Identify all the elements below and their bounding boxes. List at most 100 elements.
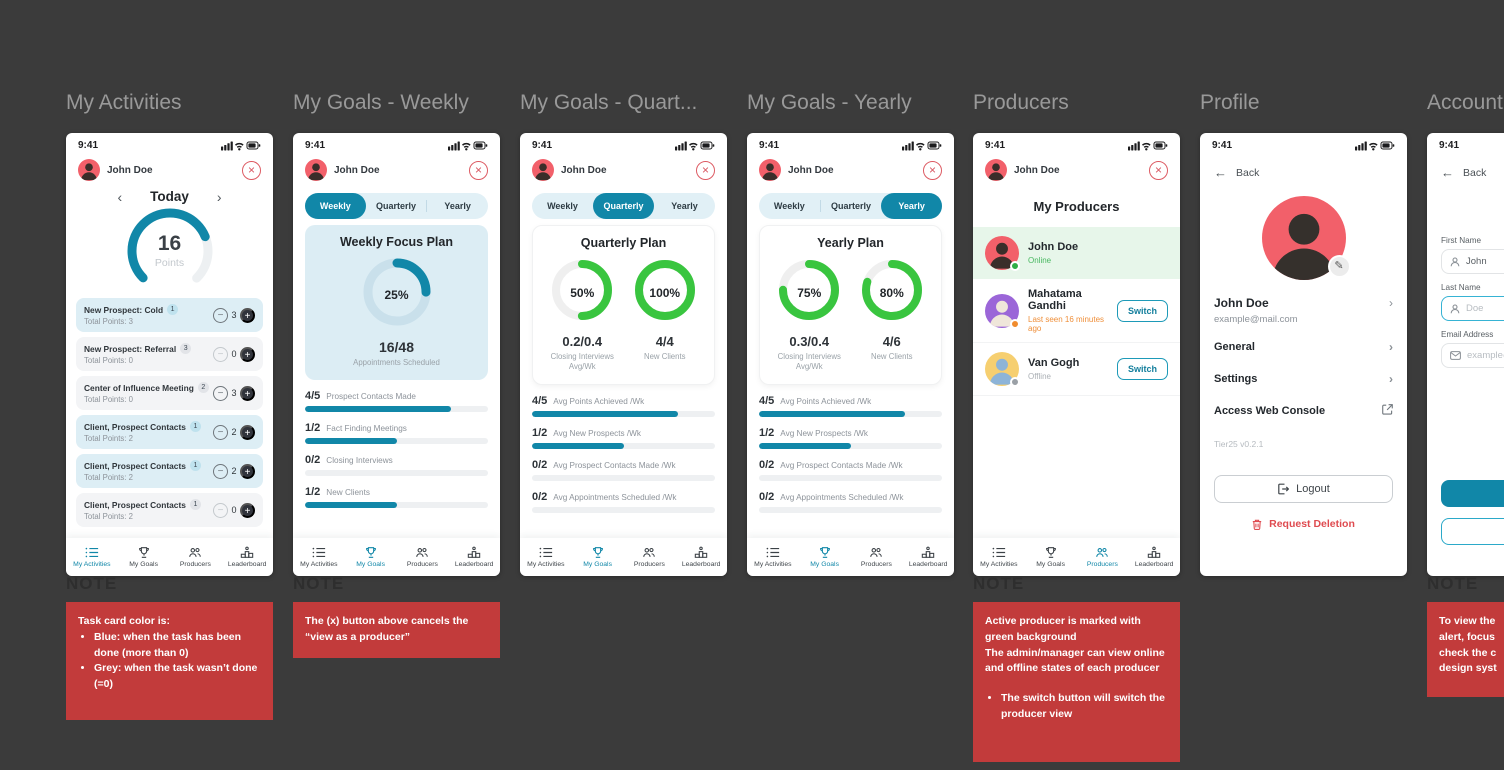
tab-yearly[interactable]: Yearly <box>444 201 471 211</box>
nav-leaderboard[interactable]: Leaderboard <box>902 538 954 576</box>
tab-weekly[interactable]: Weekly <box>773 201 805 211</box>
tab-quarterly[interactable]: Quarterly <box>830 201 872 211</box>
edit-avatar-button[interactable]: ✎ <box>1327 255 1351 278</box>
back-arrow-icon: ← <box>1214 165 1227 180</box>
ring-caption: New Clients <box>643 352 686 361</box>
progress-bar <box>532 443 715 450</box>
progress-bar <box>305 438 488 445</box>
menu-settings[interactable]: Settings › <box>1200 363 1407 395</box>
activities-icon <box>85 547 98 558</box>
app-header: John Doe × <box>66 153 273 185</box>
trophy-icon <box>819 547 830 558</box>
ring-percent: 100% <box>649 285 681 300</box>
increment-button[interactable]: + <box>240 502 255 518</box>
away-dot <box>1010 318 1020 329</box>
chevron-right-icon[interactable]: › <box>216 188 222 205</box>
back-button[interactable]: ← Back <box>1427 153 1504 188</box>
field-label: Email Address <box>1441 330 1494 339</box>
task-total-points: Total Points: 2 <box>84 512 133 521</box>
nav-leaderboard[interactable]: Leaderboard <box>1128 538 1180 576</box>
note-text: check the c <box>1439 646 1497 659</box>
nav-producers[interactable]: Producers <box>170 538 222 576</box>
tab-yearly[interactable]: Yearly <box>881 193 943 219</box>
email-input[interactable]: example@mail.com <box>1441 343 1504 368</box>
increment-button[interactable]: + <box>240 463 255 479</box>
tab-weekly[interactable]: Weekly <box>547 201 578 211</box>
first-name-input[interactable]: John <box>1441 249 1504 274</box>
nav-my-activities[interactable]: My Activities <box>747 538 799 576</box>
tab-yearly[interactable]: Yearly <box>671 201 698 211</box>
plan-percent: 25% <box>384 287 409 302</box>
primary-action-button[interactable] <box>1441 480 1504 507</box>
note-heading: NOTE <box>66 574 118 593</box>
switch-button[interactable]: Switch <box>1116 299 1168 322</box>
status-time: 9:41 <box>985 140 1006 151</box>
metric-label: Avg New Prospects /Wk <box>553 429 641 439</box>
logout-button[interactable]: Logout <box>1214 475 1393 503</box>
close-icon[interactable]: × <box>242 160 261 180</box>
tab-weekly[interactable]: Weekly <box>305 193 366 219</box>
decrement-button[interactable]: − <box>213 463 228 479</box>
nav-leaderboard[interactable]: Leaderboard <box>448 538 500 576</box>
producer-row[interactable]: Van Gogh Offline Switch <box>973 343 1180 396</box>
nav-my-goals[interactable]: My Goals <box>799 538 851 576</box>
nav-producers[interactable]: Producers <box>851 538 903 576</box>
producer-row[interactable]: John Doe Online <box>973 227 1180 279</box>
switch-button[interactable]: Switch <box>1116 358 1168 380</box>
nav-producers[interactable]: Producers <box>624 538 676 576</box>
close-icon[interactable]: × <box>923 160 942 180</box>
nav-producers[interactable]: Producers <box>397 538 449 576</box>
progress-bar <box>759 411 942 418</box>
profile-name: John Doe <box>1214 296 1269 310</box>
increment-button[interactable]: + <box>240 424 255 440</box>
phone-goals-yearly: 9:41 John Doe × Weekly Quarterly Yearly … <box>747 133 954 576</box>
nav-my-activities[interactable]: My Activities <box>973 538 1025 576</box>
note-bullet: Blue: when the task has been done (more … <box>94 630 261 662</box>
frame-title-producers: Producers <box>973 91 1069 114</box>
metric-value: 1/2 <box>305 486 321 499</box>
chevron-left-icon[interactable]: ‹ <box>117 188 123 205</box>
tab-quarterly[interactable]: Quarterly <box>375 201 417 211</box>
close-icon[interactable]: × <box>696 160 715 180</box>
producer-row[interactable]: Mahatama Gandhi Last seen 16 minutes ago… <box>973 279 1180 343</box>
decrement-button[interactable]: − <box>213 385 228 401</box>
increment-button[interactable]: + <box>240 385 255 401</box>
close-icon[interactable]: × <box>469 160 488 180</box>
request-deletion-button[interactable]: Request Deletion <box>1200 518 1407 530</box>
progress-bar <box>759 475 942 482</box>
decrement-button[interactable]: − <box>213 424 228 440</box>
decrement-button[interactable]: − <box>213 502 228 518</box>
nav-leaderboard[interactable]: Leaderboard <box>675 538 727 576</box>
close-icon[interactable]: × <box>1149 160 1168 180</box>
frame-title-account: Account <box>1427 91 1503 114</box>
last-name-input[interactable]: Doe <box>1441 296 1504 321</box>
task-name: Client, Prospect Contacts <box>84 499 186 510</box>
user-name: John Doe <box>107 164 153 176</box>
menu-access-web-console[interactable]: Access Web Console <box>1200 395 1407 427</box>
nav-my-goals[interactable]: My Goals <box>1025 538 1077 576</box>
metric-row: 4/5 Avg Points Achieved /Wk <box>532 395 715 418</box>
note-text: To view the <box>1439 615 1496 627</box>
nav-my-activities[interactable]: My Activities <box>66 538 118 576</box>
profile-summary[interactable]: John Doe › example@mail.com <box>1200 280 1407 331</box>
increment-button[interactable]: + <box>240 346 255 362</box>
chevron-right-icon: › <box>1389 340 1393 354</box>
menu-general[interactable]: General › <box>1200 331 1407 363</box>
increment-button[interactable]: + <box>240 307 255 323</box>
nav-my-goals[interactable]: My Goals <box>572 538 624 576</box>
back-button[interactable]: ← Back <box>1200 153 1407 188</box>
tab-quarterly[interactable]: Quarterly <box>593 193 654 219</box>
activities-icon <box>312 547 325 558</box>
nav-my-activities[interactable]: My Activities <box>520 538 572 576</box>
nav-my-activities[interactable]: My Activities <box>293 538 345 576</box>
secondary-action-button[interactable] <box>1441 518 1504 545</box>
frame-title-goals-yearly: My Goals - Yearly <box>747 91 912 114</box>
nav-leaderboard[interactable]: Leaderboard <box>221 538 273 576</box>
decrement-button[interactable]: − <box>213 307 228 323</box>
nav-producers[interactable]: Producers <box>1077 538 1129 576</box>
nav-my-goals[interactable]: My Goals <box>345 538 397 576</box>
envelope-icon <box>1450 351 1461 360</box>
decrement-button[interactable]: − <box>213 346 228 362</box>
task-card: Client, Prospect Contacts 1 Total Points:… <box>76 415 263 449</box>
nav-my-goals[interactable]: My Goals <box>118 538 170 576</box>
